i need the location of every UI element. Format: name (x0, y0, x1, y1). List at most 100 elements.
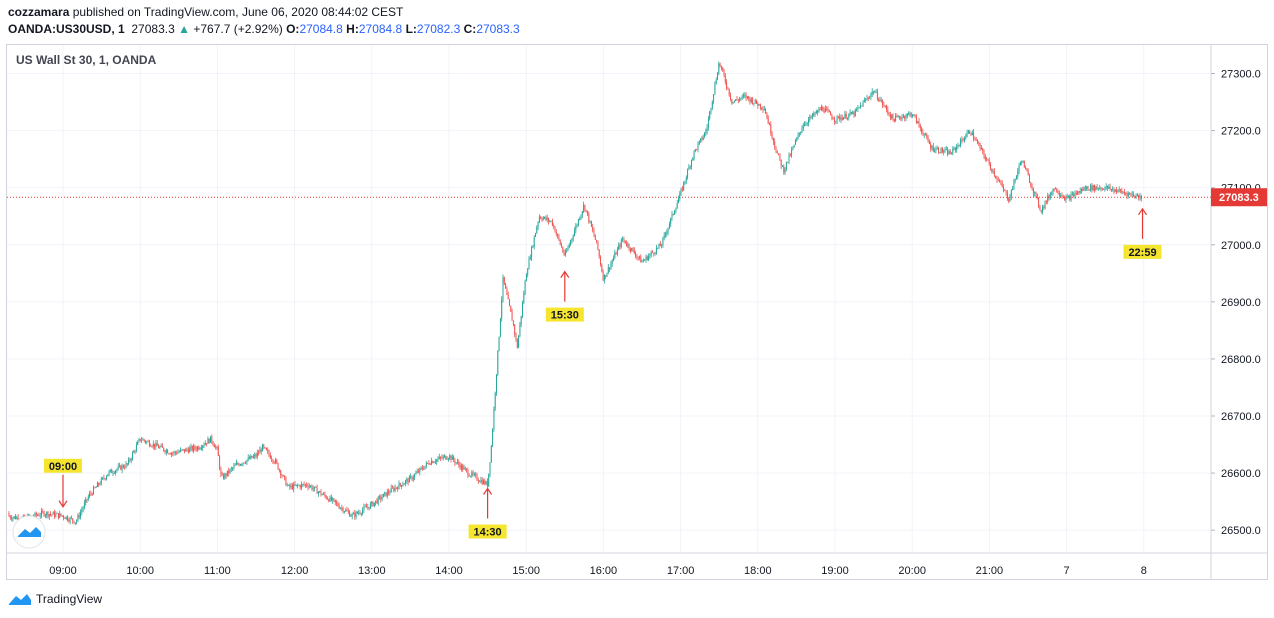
candle-body (860, 105, 861, 108)
candle-body (1077, 191, 1079, 195)
publish-line: cozzamara published on TradingView.com, … (8, 4, 520, 21)
annotation-label: 22:59 (1128, 247, 1156, 259)
publisher-name[interactable]: cozzamara (8, 5, 70, 19)
candle-body (156, 442, 158, 446)
candle-body (594, 235, 596, 240)
candle-body (737, 99, 739, 101)
candle-body (221, 474, 223, 476)
candle-body (195, 448, 197, 450)
candle-body (343, 511, 345, 513)
candle-body (649, 254, 651, 257)
candle-body (1004, 189, 1006, 191)
candle-body (730, 95, 731, 100)
candle-body (276, 459, 278, 464)
candle-body (377, 497, 379, 504)
candle-body (931, 146, 933, 149)
candle-body (1101, 187, 1103, 190)
chart-header: cozzamara published on TradingView.com, … (8, 4, 520, 38)
price-tick-label: 27300.0 (1221, 69, 1261, 81)
annotation-label-bg (545, 307, 584, 322)
candle-body (542, 218, 544, 220)
candle-body (743, 95, 744, 97)
candle-body (48, 514, 50, 517)
candle-body (406, 479, 408, 481)
candle-body (142, 439, 144, 441)
time-tick-label: 18:00 (744, 565, 772, 577)
candle-body (996, 177, 998, 180)
candle-body (528, 258, 530, 270)
candle-body (394, 487, 396, 491)
candle-body (289, 484, 291, 488)
candle-body (340, 507, 341, 509)
candle-body (823, 110, 825, 113)
candle-body (590, 221, 592, 227)
candle-body (358, 512, 360, 514)
candle-body (90, 493, 92, 495)
candle-body (1088, 189, 1090, 191)
annotation-arrow-head (483, 487, 493, 495)
candle-body (442, 456, 444, 459)
candle-body (657, 247, 659, 249)
candle-body (596, 239, 598, 241)
candle-body (1113, 188, 1115, 192)
candle-body (1034, 192, 1036, 194)
candle-body (832, 118, 834, 120)
candle-body (999, 180, 1001, 183)
candle-body (549, 221, 551, 222)
candle-body (245, 462, 247, 464)
candle-body (813, 113, 815, 116)
candle-body (445, 455, 447, 460)
candle-body (51, 514, 53, 516)
candle-body (640, 256, 642, 263)
candle-body (407, 479, 409, 483)
candle-body (56, 513, 58, 514)
candle-body (420, 467, 422, 469)
candle-body (850, 112, 852, 115)
candle-body (780, 159, 782, 167)
candle-body (888, 112, 890, 115)
candle-body (187, 449, 189, 453)
candle-body (350, 516, 352, 517)
candle-body (312, 488, 314, 490)
candle-body (720, 65, 722, 68)
candle-body (198, 447, 200, 450)
candle-body (288, 484, 289, 486)
price-tick-label: 26700.0 (1221, 411, 1261, 423)
candle-body (960, 139, 962, 146)
candle-body (194, 446, 196, 449)
candle-body (938, 148, 939, 153)
candle-body (158, 445, 159, 449)
candle-body (1003, 186, 1004, 190)
candle-body (246, 459, 248, 463)
candle-body (700, 138, 702, 141)
candle-body (535, 233, 536, 237)
candle-body (167, 450, 169, 454)
candle-body (557, 234, 559, 236)
candle-body (307, 485, 309, 488)
candle-body (581, 211, 583, 216)
candle-body (774, 141, 776, 147)
candle-body (381, 497, 383, 500)
candle-body (332, 498, 334, 501)
footer-brand[interactable]: TradingView (36, 592, 103, 606)
price-axis[interactable]: 26500.0 26600.0 26700.0 26800.0 26900.0 27000… (1211, 69, 1267, 538)
chart-frame[interactable] (6, 44, 1268, 580)
time-tick-label: 12:00 (281, 565, 309, 577)
candle-body (798, 132, 800, 135)
candle-body (918, 121, 920, 126)
tradingview-footer-logo-icon[interactable] (8, 592, 32, 606)
annotation-label-bg (44, 458, 82, 473)
candle-body (878, 99, 880, 101)
candle-body (450, 455, 452, 460)
candle-body (1094, 185, 1095, 191)
candle-body (11, 518, 13, 520)
time-axis[interactable]: 09:00 10:00 11:00 12:00 13:00 14:00 15:00 16:00… (49, 565, 1147, 577)
tradingview-logo-icon[interactable] (12, 515, 46, 549)
candle-body (605, 275, 607, 277)
candle-body (182, 449, 184, 451)
candle-body (306, 484, 308, 486)
candle-body (1120, 189, 1121, 191)
candle-body (333, 498, 335, 500)
candle-body (353, 513, 354, 515)
